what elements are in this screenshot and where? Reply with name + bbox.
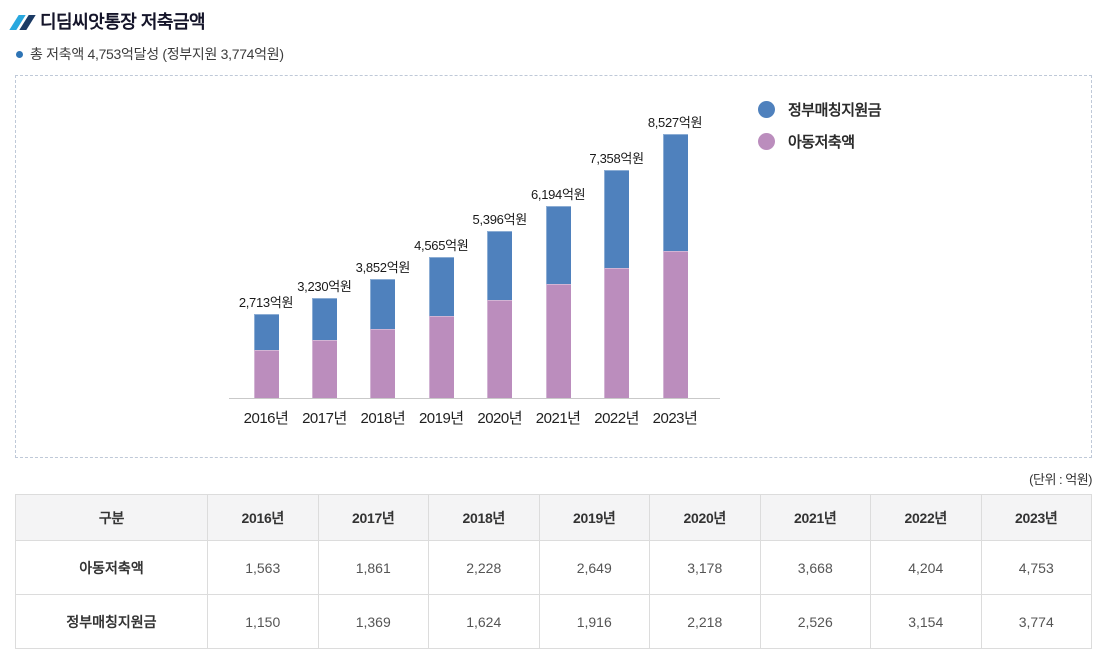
table-row-label: 정부매칭지원금 (15, 594, 208, 649)
x-axis-line (229, 398, 720, 399)
table-cell: 2,228 (428, 540, 540, 595)
table-cell: 1,861 (317, 540, 429, 595)
page-subtitle: 총 저축액 4,753억달성 (정부지원 3,774억원) (30, 46, 284, 62)
segment-child-savings (487, 300, 513, 398)
table-cell: 3,154 (870, 594, 982, 649)
bar-total-label: 5,396억원 (472, 212, 528, 227)
table-row: 아동저축액 1,563 1,861 2,228 2,649 3,178 3,668 4,204… (15, 540, 1092, 595)
x-axis-tick-label: 2017년 (302, 410, 347, 427)
table-header-row: 구분 2016년 2017년 2018년 2019년 2020년 2021년 2022년 202… (15, 494, 1092, 541)
segment-government (370, 279, 396, 329)
table-header-category: 구분 (15, 494, 208, 541)
bar-total-label: 6,194억원 (530, 187, 586, 202)
bullet-dot-icon (16, 50, 23, 58)
legend-dot-icon (758, 101, 775, 118)
table-cell: 1,916 (538, 594, 650, 649)
table-header-year: 2022년 (870, 494, 982, 541)
segment-government (604, 170, 630, 268)
unit-label: (단위 : 억원) (1029, 472, 1092, 487)
table-row: 정부매칭지원금 1,150 1,369 1,624 1,916 2,218 2,526 3,1… (15, 594, 1092, 649)
bar-total-label: 3,230억원 (297, 279, 352, 294)
x-axis-tick-label: 2019년 (418, 410, 464, 427)
segment-government (428, 257, 454, 316)
segment-child-savings (545, 284, 571, 398)
table-cell: 4,753 (980, 540, 1092, 595)
legend-dot-icon (758, 133, 775, 150)
stacked-bar-2016 (253, 314, 279, 398)
x-axis-tick-label: 2021년 (535, 410, 581, 427)
segment-child-savings (428, 316, 454, 398)
legend-label: 아동저축액 (788, 134, 855, 151)
x-axis-tick-label: 2018년 (360, 410, 406, 427)
page-header: 디딤씨앗통장 저축금액 총 저축액 4,753억달성 (정부지원 3,774억원… (9, 8, 284, 64)
table-header-year: 2017년 (317, 494, 429, 541)
double-slash-icon (9, 14, 36, 30)
bar-total-label: 4,565억원 (414, 238, 469, 253)
segment-government (662, 134, 688, 251)
table-cell: 1,563 (207, 540, 319, 595)
segment-government (545, 206, 571, 284)
stacked-bar-2017 (311, 298, 337, 398)
segment-child-savings (253, 350, 279, 398)
page-title: 디딤씨앗통장 저축금액 (40, 12, 206, 32)
segment-child-savings (370, 329, 396, 398)
table-cell: 3,178 (649, 540, 761, 595)
segment-government (253, 314, 279, 350)
x-axis-tick-label: 2022년 (594, 410, 639, 427)
table-cell: 3,668 (759, 540, 871, 595)
table-cell: 3,774 (980, 594, 1092, 649)
table-cell: 2,649 (538, 540, 650, 595)
stacked-bar-2018 (370, 279, 396, 398)
legend-item: 정부매칭지원금 (758, 99, 882, 120)
segment-child-savings (662, 251, 688, 398)
bar-total-label: 7,358억원 (589, 151, 644, 166)
stacked-bar-2023 (662, 134, 688, 398)
legend-item: 아동저축액 (758, 131, 881, 152)
segment-child-savings (311, 340, 337, 398)
bar-total-label: 2,713억원 (238, 295, 294, 310)
table-row-label: 아동저축액 (15, 540, 208, 595)
legend-label: 정부매칭지원금 (788, 102, 882, 119)
table-cell: 1,624 (428, 594, 540, 649)
table-cell: 4,204 (870, 540, 982, 595)
table-header-year: 2020년 (649, 494, 761, 541)
segment-government (311, 298, 337, 340)
stacked-bar-2020 (487, 231, 513, 398)
table-cell: 1,369 (317, 594, 429, 649)
data-table: 구분 2016년 2017년 2018년 2019년 2020년 2021년 2022년 202… (15, 494, 1092, 649)
table-header-year: 2023년 (980, 494, 1092, 541)
table-header-year: 2019년 (538, 494, 650, 541)
bar-total-label: 3,852억원 (355, 260, 411, 275)
table-cell: 2,526 (759, 594, 871, 649)
table-cell: 2,218 (649, 594, 761, 649)
table-cell: 1,150 (207, 594, 319, 649)
stacked-bar-2019 (428, 257, 454, 398)
table-header-year: 2018년 (428, 494, 540, 541)
stacked-bar-2021 (545, 206, 571, 398)
table-header-year: 2016년 (207, 494, 319, 541)
x-axis-tick-label: 2016년 (243, 410, 289, 427)
segment-government (487, 231, 513, 300)
segment-child-savings (604, 268, 630, 398)
table-header-year: 2021년 (759, 494, 871, 541)
stacked-bar-2022 (604, 170, 630, 398)
x-axis-tick-label: 2020년 (477, 410, 523, 427)
bar-total-label: 8,527억원 (647, 115, 703, 130)
chart-panel: 2,713억원 2016년 3,230억원 2017년 3,852억원 2018년 4,56… (15, 75, 1092, 458)
x-axis-tick-label: 2023년 (652, 410, 698, 427)
